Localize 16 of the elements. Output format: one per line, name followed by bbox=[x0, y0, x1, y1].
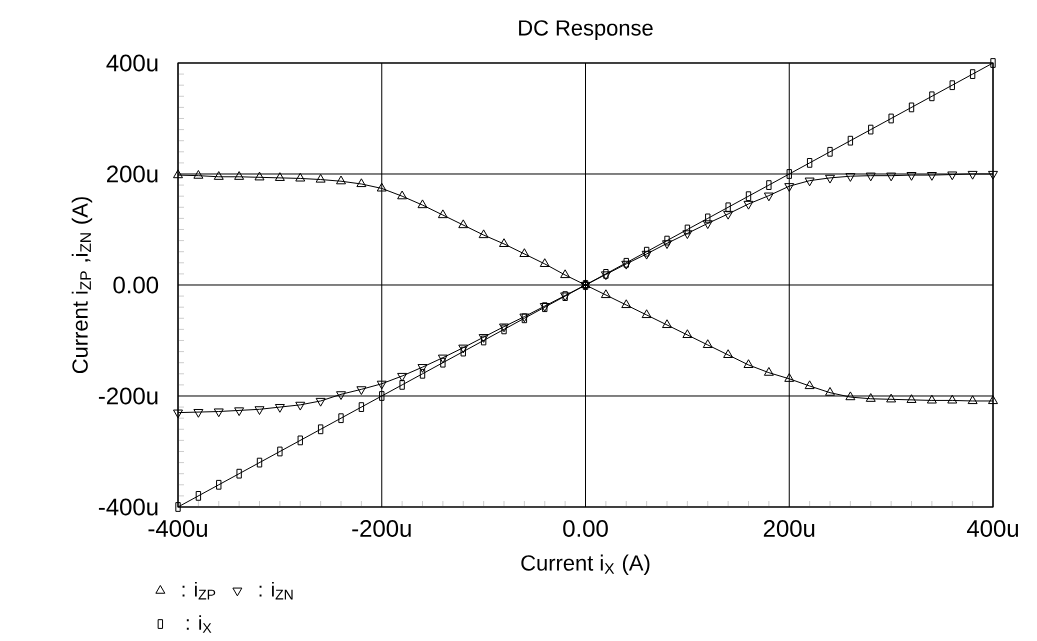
legend-label: : i$_{ZP}$ bbox=[182, 582, 216, 600]
legend-label: : i$_{X}$ bbox=[186, 615, 212, 633]
y-tick-label: 0.00 bbox=[113, 276, 159, 294]
legend-label: : i$_{ZN}$ bbox=[259, 582, 293, 600]
y-tick-label: -200u bbox=[98, 387, 158, 405]
y-tick-label: 400u bbox=[106, 54, 158, 72]
x-tick-label: 400u bbox=[966, 520, 1019, 538]
x-tick-label: 200u bbox=[763, 520, 815, 538]
y-tick-label: 200u bbox=[107, 165, 158, 183]
chart-title: DC Response bbox=[519, 20, 653, 41]
x-axis-title: Current i$_{X}$ (A) bbox=[521, 554, 650, 576]
y-axis-title: Current i$_{ZP}$ ,i$_{ZN}$ (A) bbox=[71, 197, 93, 374]
x-tick-label: -200u bbox=[352, 520, 411, 538]
x-tick-label: -400u bbox=[148, 520, 207, 538]
y-tick-label: -400u bbox=[98, 498, 158, 516]
x-tick-label: 0.00 bbox=[563, 520, 608, 538]
